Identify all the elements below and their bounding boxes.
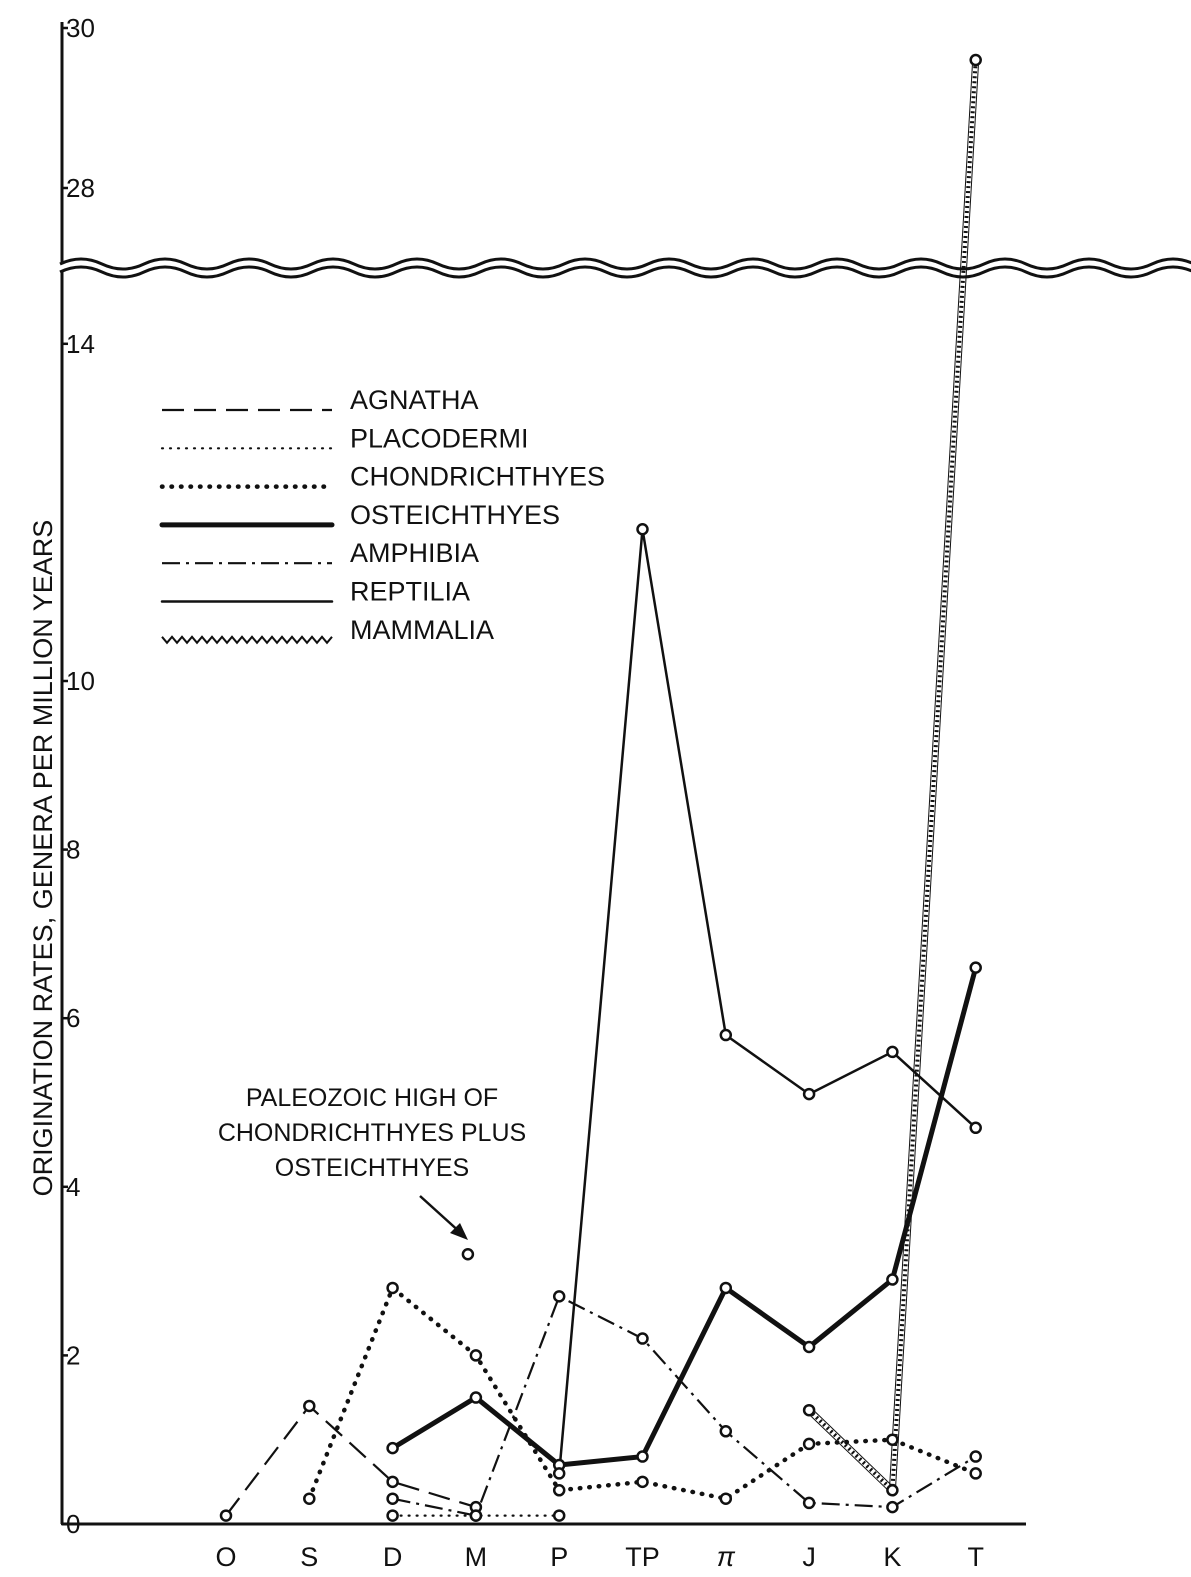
x-tick-label: T bbox=[967, 1542, 984, 1572]
data-point-osteichthyes bbox=[886, 1273, 899, 1286]
data-point-osteichthyes bbox=[719, 1281, 733, 1295]
data-point-osteichthyes bbox=[969, 961, 982, 974]
series-hatch-edge-mammalia bbox=[806, 1411, 891, 1493]
data-point-placodermi bbox=[552, 1509, 566, 1522]
data-point-osteichthyes bbox=[802, 1340, 816, 1354]
series-hatch-edge-mammalia bbox=[888, 59, 974, 1491]
data-point-amphibia bbox=[886, 1500, 899, 1514]
data-point-amphibia bbox=[636, 1332, 649, 1345]
data-point-mammalia bbox=[886, 1484, 899, 1497]
data-point-amphibia bbox=[552, 1290, 566, 1303]
y-tick-label: 6 bbox=[66, 1003, 80, 1033]
x-tick-label: J bbox=[802, 1542, 816, 1572]
data-point-reptilia bbox=[719, 1028, 733, 1042]
y-tick-label: 4 bbox=[66, 1172, 80, 1202]
annotation-arrow-shaft bbox=[419, 1195, 463, 1235]
legend-label-osteichthyes: OSTEICHTHYES bbox=[350, 500, 560, 530]
data-point-osteichthyes bbox=[469, 1391, 483, 1404]
legend-label-chondrichthyes: CHONDRICHTHYES bbox=[350, 462, 605, 492]
x-tick-label: D bbox=[383, 1542, 403, 1572]
data-point-osteichthyes bbox=[636, 1450, 649, 1463]
x-tick-label: TP bbox=[625, 1542, 660, 1572]
data-point-chondrichthyes bbox=[969, 1467, 982, 1480]
series-layer bbox=[225, 59, 980, 1517]
legend-label-agnatha: AGNATHA bbox=[350, 385, 479, 415]
series-hatch-edge-mammalia bbox=[810, 1407, 895, 1489]
legend: AGNATHA PLACODERMI CHONDRICHTHYES OSTEICHTH… bbox=[159, 385, 605, 645]
series-line-osteichthyes bbox=[390, 965, 979, 1468]
data-point-agnatha bbox=[303, 1399, 316, 1413]
data-point-chondrichthyes bbox=[636, 1475, 649, 1489]
data-point-amphibia bbox=[802, 1496, 816, 1510]
data-point-chondrichthyes bbox=[719, 1492, 733, 1505]
data-point-amphibia bbox=[969, 1450, 982, 1463]
annotation-arrow-head bbox=[450, 1223, 468, 1240]
annotation: PALEOZOIC HIGH OF CHONDRICHTHYES PLUS OS… bbox=[218, 1084, 526, 1240]
legend-label-reptilia: REPTILIA bbox=[350, 577, 470, 607]
data-point-amphibia bbox=[719, 1425, 733, 1438]
data-point-reptilia bbox=[802, 1087, 816, 1101]
data-point-chondrichthyes bbox=[303, 1492, 316, 1505]
axis-break-wave-lower bbox=[59, 265, 1191, 279]
legend-swatch-mammalia bbox=[161, 635, 333, 645]
data-point-chondrichthyes bbox=[386, 1281, 399, 1295]
markers-layer bbox=[219, 53, 982, 1522]
axes: 0 2 4 6 8 10 14 28 30 O S D M P TP π J K T bbox=[59, 13, 1191, 1572]
y-tick-label: 28 bbox=[66, 173, 95, 203]
x-tick-label: K bbox=[883, 1542, 901, 1572]
data-point-reptilia bbox=[886, 1045, 899, 1059]
x-tick-label: S bbox=[300, 1542, 318, 1572]
legend-label-amphibia: AMPHIBIA bbox=[350, 538, 479, 568]
data-point-amphibia bbox=[469, 1509, 483, 1522]
data-point-mammalia bbox=[969, 53, 982, 67]
series-line-reptilia bbox=[557, 528, 977, 1475]
x-tick-label: O bbox=[215, 1542, 236, 1572]
data-point-chondrichthyes bbox=[552, 1484, 566, 1497]
series-hatch-edge-mammalia bbox=[894, 60, 980, 1491]
y-tick-label: 0 bbox=[66, 1509, 80, 1539]
data-point-reptilia bbox=[969, 1121, 982, 1135]
data-point-chondrichthyes bbox=[802, 1437, 816, 1451]
axis-break-wave-upper bbox=[59, 257, 1191, 271]
y-tick-label: 2 bbox=[66, 1340, 80, 1370]
y-tick-label: 14 bbox=[66, 329, 95, 359]
data-point-paleozoic-high bbox=[461, 1247, 475, 1261]
annotation-line-3: OSTEICHTHYES bbox=[275, 1154, 469, 1182]
data-point-osteichthyes bbox=[386, 1441, 399, 1455]
data-point-chondrichthyes bbox=[886, 1433, 899, 1446]
y-tick-label: 10 bbox=[66, 666, 95, 696]
legend-label-mammalia: MAMMALIA bbox=[350, 615, 494, 645]
annotation-line-2: CHONDRICHTHYES PLUS bbox=[218, 1119, 526, 1147]
data-point-reptilia bbox=[636, 523, 649, 536]
data-point-placodermi bbox=[386, 1509, 399, 1522]
y-tick-label: 8 bbox=[66, 835, 80, 865]
x-tick-label: P bbox=[550, 1542, 568, 1572]
data-point-mammalia bbox=[802, 1403, 816, 1417]
annotation-line-1: PALEOZOIC HIGH OF bbox=[246, 1084, 498, 1112]
data-point-agnatha bbox=[219, 1509, 233, 1522]
y-axis-label: ORIGINATION RATES, GENERA PER MILLION YE… bbox=[28, 520, 58, 1197]
data-point-chondrichthyes bbox=[469, 1349, 483, 1362]
legend-label-placodermi: PLACODERMI bbox=[350, 423, 529, 453]
series-line-amphibia bbox=[392, 1295, 977, 1517]
series-line-chondrichthyes bbox=[307, 1285, 978, 1501]
series-line-agnatha bbox=[225, 1404, 477, 1517]
x-tick-label: M bbox=[465, 1542, 488, 1572]
data-point-agnatha bbox=[386, 1475, 399, 1489]
data-point-amphibia bbox=[386, 1492, 399, 1505]
data-point-reptilia bbox=[552, 1467, 566, 1480]
x-tick-label: π bbox=[717, 1542, 736, 1572]
y-tick-label: 30 bbox=[66, 13, 95, 43]
